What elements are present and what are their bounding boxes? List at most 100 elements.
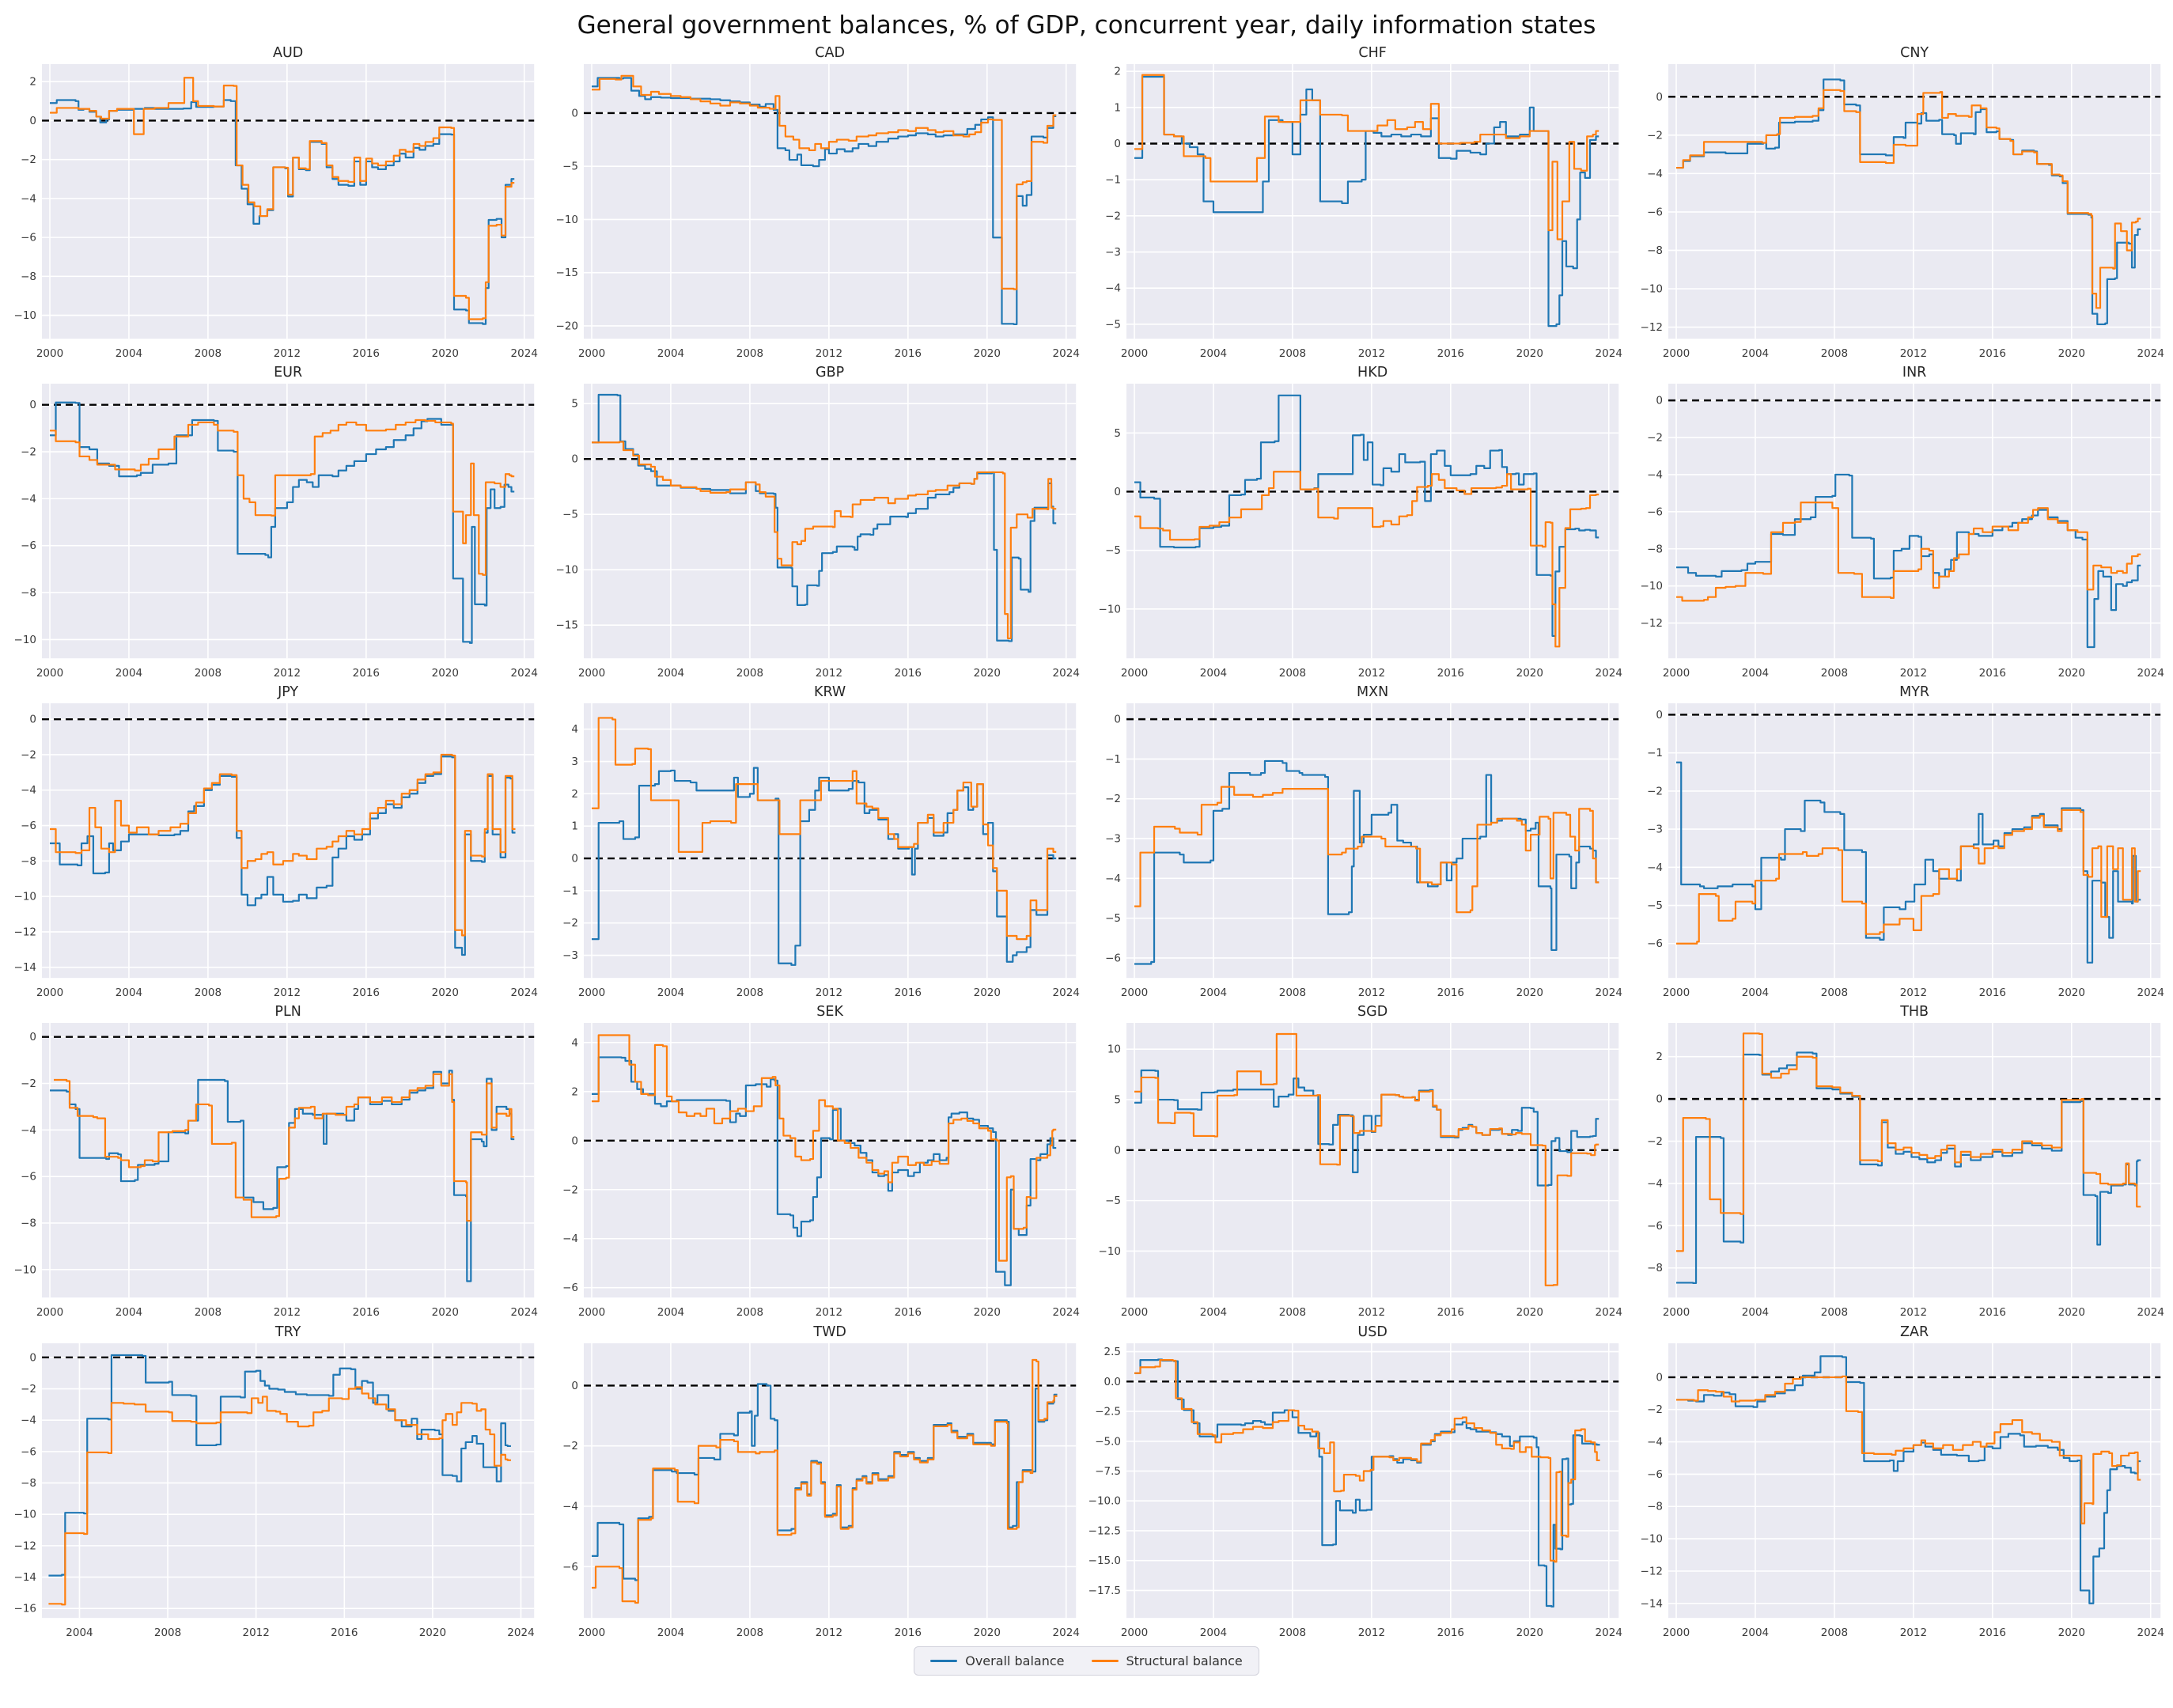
x-tick-label: 2012 bbox=[1899, 1307, 1926, 1320]
y-tick-label: −2 bbox=[562, 1440, 578, 1452]
x-tick-label: 2008 bbox=[736, 1307, 763, 1320]
structural-line bbox=[54, 1074, 515, 1222]
x-tick-label: 2020 bbox=[974, 347, 1001, 360]
y-tick-label: −6 bbox=[1647, 938, 1663, 951]
x-tick-label: 2012 bbox=[1899, 667, 1926, 680]
structural-line bbox=[50, 419, 515, 577]
y-tick-label: −12 bbox=[14, 1539, 36, 1552]
overall-line bbox=[592, 77, 1057, 326]
x-tick-label: 2024 bbox=[511, 667, 538, 680]
y-tick-label: −5 bbox=[1105, 912, 1121, 925]
y-tick-label: 0 bbox=[572, 853, 579, 865]
x-tick-label: 2024 bbox=[1595, 1307, 1622, 1320]
x-tick-label: 2016 bbox=[895, 347, 922, 360]
y-tick-label: −8 bbox=[1647, 1263, 1663, 1275]
y-tick-label: 0 bbox=[29, 1351, 36, 1364]
x-tick-label: 2016 bbox=[1978, 1627, 2005, 1639]
x-tick-label: 2004 bbox=[657, 667, 684, 680]
y-tick-label: −8 bbox=[21, 1218, 36, 1230]
y-tick-label: −2 bbox=[21, 153, 36, 166]
INR-chart: 2000 2004 2008 2012 2016 2020 2024 0 −2 −4 −6 −8 −10… bbox=[1640, 365, 2164, 680]
overall-line-swatch bbox=[930, 1659, 958, 1662]
subplot-TWD: 2000 2004 2008 2012 2016 2020 2024 0 −2 −4 −6 TWD bbox=[547, 1324, 1084, 1643]
y-tick-label: −8 bbox=[21, 587, 36, 600]
y-tick-label: −6 bbox=[21, 820, 36, 832]
y-tick-label: −10.0 bbox=[1089, 1494, 1121, 1507]
x-tick-label: 2004 bbox=[1742, 667, 1769, 680]
structural-line bbox=[50, 754, 516, 937]
y-tick-label: −12.5 bbox=[1089, 1524, 1121, 1537]
legend-label-structural: Structural balance bbox=[1126, 1653, 1243, 1668]
x-tick-label: 2024 bbox=[2137, 667, 2164, 680]
page-title: General government balances, % of GDP, c… bbox=[577, 11, 1596, 40]
y-tick-label: 2 bbox=[1656, 1051, 1663, 1064]
x-tick-label: 2012 bbox=[816, 347, 842, 360]
y-tick-label: 0 bbox=[29, 714, 36, 726]
TWD-chart: 2000 2004 2008 2012 2016 2020 2024 0 −2 −4 −6 TWD bbox=[562, 1324, 1080, 1639]
x-tick-label: 2016 bbox=[1978, 667, 2005, 680]
x-tick-label: 2020 bbox=[974, 1307, 1001, 1320]
x-tick-label: 2000 bbox=[1663, 987, 1690, 999]
y-tick-label: 5 bbox=[572, 398, 579, 411]
y-tick-label: −12 bbox=[1640, 617, 1663, 630]
y-tick-label: −12 bbox=[1640, 1565, 1663, 1577]
x-tick-label: 2012 bbox=[816, 1627, 842, 1639]
y-tick-label: 0 bbox=[1656, 709, 1663, 721]
x-tick-label: 2000 bbox=[36, 347, 63, 360]
plot-background bbox=[1668, 1343, 2160, 1618]
y-tick-label: −4 bbox=[21, 192, 36, 205]
x-tick-label: 2012 bbox=[1899, 987, 1926, 999]
y-tick-label: 0.0 bbox=[1104, 1375, 1120, 1388]
subplot-title: SGD bbox=[1357, 1004, 1387, 1020]
x-tick-label: 2012 bbox=[242, 1627, 269, 1639]
subplot-title: JPY bbox=[277, 684, 298, 700]
overall-line bbox=[592, 767, 1057, 967]
subplot-CAD: 2000 2004 2008 2012 2016 2020 2024 0 −5 −10 −15 −20… bbox=[547, 44, 1084, 364]
y-tick-label: −4 bbox=[1647, 469, 1663, 482]
x-tick-label: 2000 bbox=[36, 987, 63, 999]
x-tick-label: 2020 bbox=[1516, 667, 1543, 680]
legend-item-overall: Overall balance bbox=[930, 1653, 1065, 1668]
overall-line bbox=[1134, 394, 1599, 638]
y-tick-label: −7.5 bbox=[1095, 1465, 1121, 1478]
x-tick-label: 2012 bbox=[1357, 667, 1384, 680]
x-tick-label: 2024 bbox=[1053, 987, 1080, 999]
subplot-title: GBP bbox=[816, 365, 844, 381]
x-tick-label: 2024 bbox=[2137, 347, 2164, 360]
y-tick-label: −10 bbox=[14, 1264, 36, 1277]
subplot-title: AUD bbox=[273, 45, 303, 61]
y-tick-label: 2 bbox=[572, 1086, 579, 1099]
y-tick-label: −6 bbox=[21, 232, 36, 244]
y-tick-label: 5 bbox=[1114, 427, 1121, 440]
overall-line bbox=[50, 401, 515, 645]
x-tick-label: 2004 bbox=[115, 1307, 142, 1320]
structural-line bbox=[1134, 786, 1599, 914]
y-tick-label: −5.0 bbox=[1095, 1435, 1121, 1448]
subplot-SEK: 2000 2004 2008 2012 2016 2020 2024 4 2 0 −2 −4 −6 SEK bbox=[547, 1003, 1084, 1323]
structural-line bbox=[592, 441, 1057, 640]
y-tick-label: −10 bbox=[1640, 283, 1663, 296]
x-tick-label: 2004 bbox=[1742, 987, 1769, 999]
structural-line bbox=[592, 1358, 1058, 1604]
y-tick-label: −20 bbox=[556, 320, 579, 332]
y-tick-label: −5 bbox=[562, 161, 578, 173]
structural-line bbox=[1675, 89, 2141, 309]
structural-line bbox=[1134, 1358, 1600, 1562]
structural-line bbox=[48, 1385, 511, 1605]
x-tick-label: 2000 bbox=[1663, 347, 1690, 360]
y-tick-label: −4 bbox=[21, 785, 36, 797]
y-tick-label: −2 bbox=[562, 917, 578, 930]
x-tick-label: 2020 bbox=[2058, 667, 2084, 680]
plot-background bbox=[1126, 64, 1618, 339]
y-tick-label: −3 bbox=[1105, 246, 1121, 259]
subplot-title: USD bbox=[1357, 1324, 1387, 1340]
y-tick-label: −2 bbox=[1647, 1403, 1663, 1416]
y-tick-label: 4 bbox=[572, 1037, 579, 1050]
y-tick-label: −10 bbox=[14, 891, 36, 903]
structural-line bbox=[1134, 74, 1599, 240]
overall-line bbox=[1134, 75, 1599, 328]
y-tick-label: −8 bbox=[1647, 1500, 1663, 1513]
y-tick-label: −3 bbox=[1647, 824, 1663, 836]
subplot-title: THB bbox=[1899, 1004, 1929, 1020]
y-tick-label: 5 bbox=[1114, 1094, 1121, 1107]
